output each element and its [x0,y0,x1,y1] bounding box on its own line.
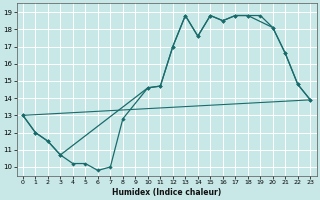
X-axis label: Humidex (Indice chaleur): Humidex (Indice chaleur) [112,188,221,197]
